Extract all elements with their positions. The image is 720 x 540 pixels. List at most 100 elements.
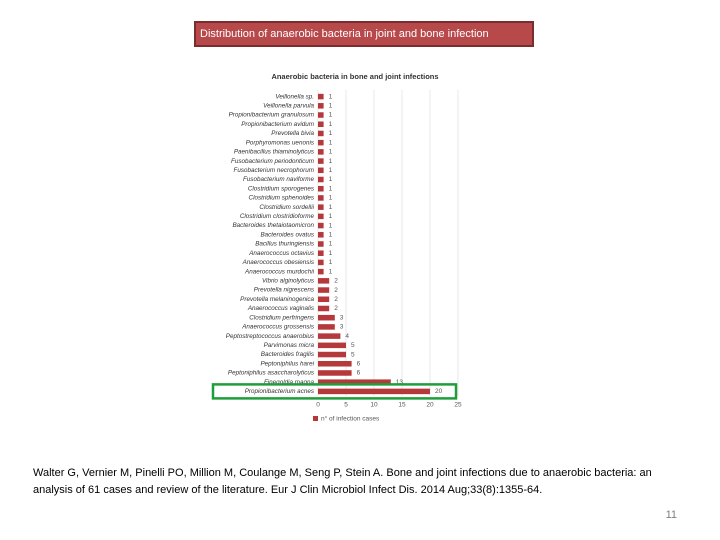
category-label: Peptoniphilus harei [260, 360, 314, 367]
value-label: 13 [396, 379, 404, 386]
value-label: 1 [329, 195, 333, 202]
value-label: 1 [329, 130, 333, 137]
bar [318, 204, 324, 210]
bar [318, 379, 391, 385]
x-tick-label: 20 [426, 402, 434, 409]
value-label: 4 [345, 333, 349, 340]
bar [318, 222, 324, 229]
value-label: 1 [329, 176, 333, 183]
value-label: 1 [329, 112, 333, 119]
bar [318, 241, 324, 247]
bar [318, 296, 330, 303]
highlight-box [211, 383, 458, 400]
value-label: 1 [329, 250, 333, 257]
category-label: Prevotella nigrescens [254, 287, 315, 294]
value-label: 1 [329, 185, 333, 192]
category-label: Anaerococcus octavius [248, 250, 315, 257]
category-label: Clostridium sordellii [259, 204, 314, 211]
category-label: Peptoniphilus asaccharolyticus [228, 370, 315, 377]
category-label: Anaerococcus obesiensis [242, 259, 315, 266]
value-label: 1 [329, 121, 333, 128]
category-label: Prevotella bivia [271, 130, 314, 137]
bar [318, 139, 324, 146]
x-tick-label: 10 [370, 402, 378, 409]
value-label: 5 [351, 342, 355, 349]
value-label: 1 [329, 167, 333, 174]
bar [318, 388, 430, 395]
category-label: Anaerococcus grossensis [241, 324, 315, 331]
category-label: Propionibacterium avidum [241, 121, 314, 128]
value-label: 1 [329, 93, 333, 100]
value-label: 3 [340, 324, 344, 331]
category-label: Clostridium sporogenes [248, 185, 315, 192]
value-label: 5 [351, 351, 355, 358]
page-number: 11 [666, 509, 677, 521]
category-label: Bacteroides thetaiotaomicron [232, 222, 314, 229]
bar [318, 130, 324, 137]
x-tick-label: 25 [454, 402, 462, 409]
value-label: 1 [329, 232, 333, 239]
bar [318, 278, 330, 284]
bar [318, 176, 324, 183]
value-label: 1 [329, 241, 333, 248]
legend-label: n° of infection cases [321, 415, 380, 423]
bar [318, 259, 324, 266]
value-label: 1 [329, 213, 333, 220]
value-label: 1 [329, 158, 333, 165]
value-label: 2 [334, 296, 338, 303]
bar [318, 314, 335, 321]
category-label: Clostridium sphenoides [249, 195, 315, 202]
header-box [194, 21, 534, 47]
value-label: 1 [329, 222, 333, 229]
bar [318, 112, 324, 118]
value-label: 20 [435, 388, 443, 395]
category-label: Bacillus thuringiensis [255, 241, 315, 248]
bar [318, 195, 324, 201]
value-label: 2 [334, 305, 338, 312]
header-title: Distribution of anaerobic bacteria in jo… [200, 28, 489, 40]
category-label: Clostridium clostridioforme [240, 213, 315, 220]
category-label: Anaerococcus vaginalis [247, 305, 315, 312]
value-label: 1 [329, 204, 333, 211]
bar [318, 158, 324, 164]
bar [318, 232, 324, 238]
category-label: Fusobacterium necrophorum [234, 167, 315, 174]
bar [318, 268, 324, 275]
bar [318, 93, 324, 100]
value-label: 6 [357, 360, 361, 367]
value-label: 1 [329, 149, 333, 156]
category-label: Peptostreptococcus anaerobius [226, 333, 315, 340]
bar [318, 333, 341, 339]
category-label: Finegoldia magna [264, 379, 315, 386]
value-label: 1 [329, 259, 333, 266]
value-label: 1 [329, 139, 333, 146]
category-label: Bacteroides fragilis [261, 351, 315, 358]
bar [318, 213, 324, 220]
category-label: Anaerococcus murdochii [244, 268, 315, 275]
category-label: Fusobacterium periodonticum [231, 158, 314, 165]
citation-line: analysis of 61 cases and review of the l… [33, 484, 542, 496]
category-label: Bacteroides ovatus [260, 231, 314, 238]
bar [318, 370, 352, 376]
chart-title: Anaerobic bacteria in bone and joint inf… [271, 72, 438, 81]
category-label: Prevotella melaninogenica [240, 296, 314, 303]
bar [318, 287, 330, 293]
bar [318, 103, 324, 109]
category-label: Paenibacillus thiaminolyticus [234, 149, 315, 156]
x-tick-label: 5 [344, 402, 348, 409]
legend-swatch [313, 416, 318, 421]
value-label: 2 [334, 287, 338, 294]
category-label: Propionibacterium granulosum [229, 112, 314, 119]
category-label: Parvimonas micra [264, 342, 315, 349]
bar [318, 185, 324, 192]
category-label: Clostridium perfringens [249, 314, 315, 321]
bar [318, 351, 346, 358]
value-label: 2 [334, 278, 338, 285]
value-label: 3 [340, 314, 344, 321]
category-label: Vibrio alginolyticus [262, 278, 315, 285]
value-label: 1 [329, 268, 333, 275]
bar [318, 167, 324, 174]
category-label: Veillonella sp. [275, 93, 314, 100]
bar [318, 149, 324, 155]
